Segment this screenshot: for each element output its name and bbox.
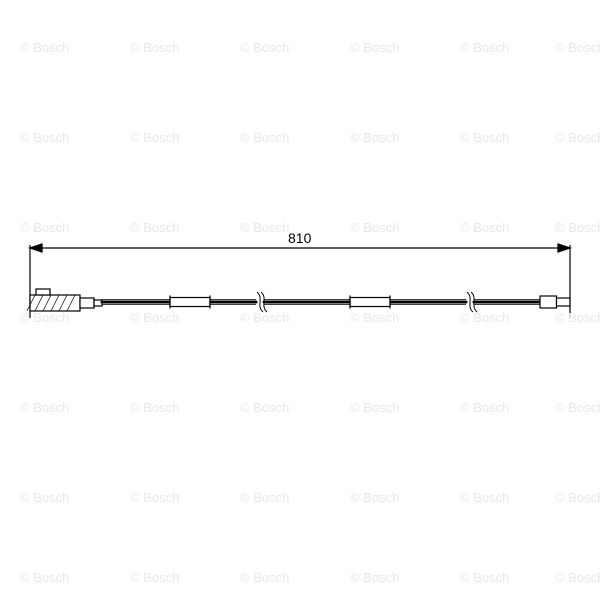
watermark-text: © Bosch (130, 220, 179, 235)
watermark-text: © Bosch (350, 40, 399, 55)
watermark-text: © Bosch (130, 40, 179, 55)
watermark-text: © Bosch (460, 570, 509, 585)
watermark-text: © Bosch (555, 400, 600, 415)
watermark-text: © Bosch (240, 570, 289, 585)
watermark-text: © Bosch (350, 310, 399, 325)
watermark-text: © Bosch (240, 490, 289, 505)
watermark-text: © Bosch (240, 40, 289, 55)
watermark-text: © Bosch (20, 40, 69, 55)
watermark-text: © Bosch (130, 570, 179, 585)
watermark-text: © Bosch (555, 130, 600, 145)
watermark-text: © Bosch (20, 310, 69, 325)
diagram-canvas (0, 0, 600, 600)
watermark-text: © Bosch (460, 130, 509, 145)
watermark-text: © Bosch (20, 130, 69, 145)
watermark-text: © Bosch (460, 400, 509, 415)
watermark-text: © Bosch (460, 220, 509, 235)
watermark-text: © Bosch (240, 220, 289, 235)
watermark-text: © Bosch (240, 400, 289, 415)
watermark-text: © Bosch (555, 570, 600, 585)
watermark-text: © Bosch (350, 400, 399, 415)
watermark-text: © Bosch (460, 310, 509, 325)
watermark-text: © Bosch (20, 570, 69, 585)
watermark-text: © Bosch (555, 220, 600, 235)
technical-drawing (0, 0, 600, 600)
watermark-text: © Bosch (350, 570, 399, 585)
watermark-text: © Bosch (130, 310, 179, 325)
watermark-text: © Bosch (20, 490, 69, 505)
watermark-text: © Bosch (350, 490, 399, 505)
watermark-text: © Bosch (350, 220, 399, 235)
watermark-text: © Bosch (555, 490, 600, 505)
watermark-text: © Bosch (130, 130, 179, 145)
watermark-text: © Bosch (130, 490, 179, 505)
dimension-value: 810 (288, 230, 311, 246)
watermark-text: © Bosch (460, 490, 509, 505)
watermark-text: © Bosch (555, 40, 600, 55)
watermark-text: © Bosch (555, 310, 600, 325)
watermark-text: © Bosch (460, 40, 509, 55)
watermark-text: © Bosch (350, 130, 399, 145)
watermark-text: © Bosch (20, 400, 69, 415)
watermark-text: © Bosch (240, 130, 289, 145)
watermark-text: © Bosch (20, 220, 69, 235)
watermark-text: © Bosch (130, 400, 179, 415)
watermark-text: © Bosch (240, 310, 289, 325)
